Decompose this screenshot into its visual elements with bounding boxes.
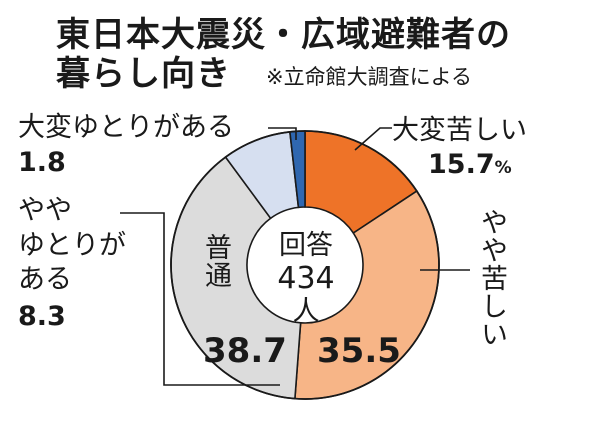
center-label-unit: 人	[292, 296, 320, 327]
label-somewhat-comfortable-line2: ゆとりが	[18, 230, 126, 261]
leader-lines	[120, 127, 470, 386]
donut-outer-ring	[170, 130, 440, 400]
percent-sign: %	[494, 158, 512, 178]
label-somewhat-comfortable-line3: ある	[18, 264, 72, 295]
leader-somewhat-comfortable	[120, 212, 280, 386]
label-very-comfortable: 大変ゆとりがある	[18, 112, 234, 143]
value-very-comfortable: 1.8	[18, 147, 66, 178]
label-normal: 普通	[200, 233, 231, 289]
leader-very-hard	[354, 127, 392, 151]
label-somewhat-hard: やや苦しい	[476, 208, 507, 348]
donut-slices	[170, 130, 440, 400]
value-somewhat-comfortable: 8.3	[18, 301, 66, 332]
leader-very-comfortable	[268, 127, 297, 140]
chart-title-line2: 暮らし向き	[56, 54, 231, 94]
source-note: ※立命館大調査による	[266, 65, 472, 89]
center-total-count: 434	[277, 261, 335, 296]
value-very-hard: 15.7%	[428, 151, 512, 178]
center-label-top: 回答	[279, 230, 333, 261]
value-somewhat-hard: 35.5	[317, 331, 401, 371]
value-very-hard-number: 15.7	[428, 149, 495, 180]
chart-title-line1: 東日本大震災・広域避難者の	[56, 15, 511, 55]
value-normal: 38.7	[203, 331, 287, 371]
label-very-hard: 大変苦しい	[392, 115, 527, 146]
label-somewhat-comfortable-line1: やや	[18, 195, 72, 226]
